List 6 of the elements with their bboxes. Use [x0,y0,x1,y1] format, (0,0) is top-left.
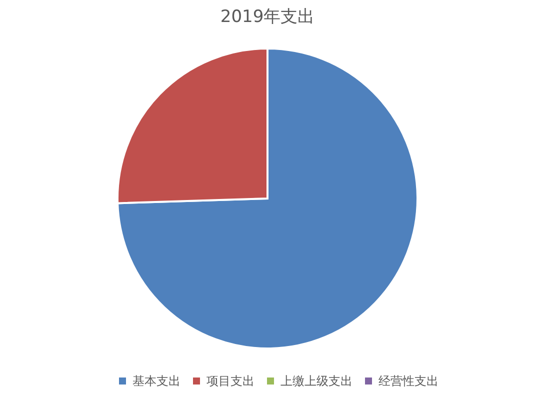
legend-label: 项目支出 [206,374,254,388]
pie-slice [116,48,418,350]
legend-label: 上缴上级支出 [280,374,352,388]
chart-title: 2019年支出 [220,7,315,27]
legend-label: 经营性支出 [378,374,438,388]
legend-label: 基本支出 [132,374,180,388]
